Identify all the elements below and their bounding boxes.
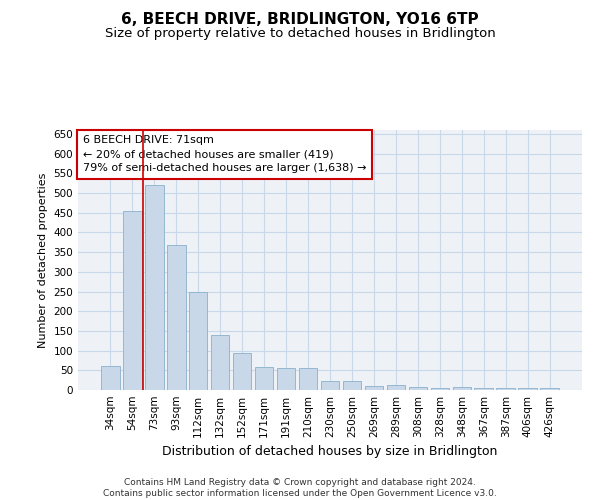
Text: 6 BEECH DRIVE: 71sqm
← 20% of detached houses are smaller (419)
79% of semi-deta: 6 BEECH DRIVE: 71sqm ← 20% of detached h… bbox=[83, 135, 367, 173]
Bar bbox=[101, 366, 119, 390]
Bar bbox=[475, 388, 493, 390]
Bar bbox=[167, 245, 185, 390]
Bar bbox=[452, 387, 471, 390]
Bar bbox=[541, 388, 559, 390]
Bar bbox=[255, 367, 274, 390]
Bar bbox=[365, 386, 383, 390]
Text: Contains HM Land Registry data © Crown copyright and database right 2024.
Contai: Contains HM Land Registry data © Crown c… bbox=[103, 478, 497, 498]
Bar bbox=[299, 368, 317, 390]
Bar bbox=[386, 386, 405, 390]
Bar bbox=[320, 380, 340, 390]
Text: 6, BEECH DRIVE, BRIDLINGTON, YO16 6TP: 6, BEECH DRIVE, BRIDLINGTON, YO16 6TP bbox=[121, 12, 479, 28]
Bar bbox=[409, 387, 427, 390]
Bar bbox=[518, 388, 537, 390]
X-axis label: Distribution of detached houses by size in Bridlington: Distribution of detached houses by size … bbox=[163, 446, 497, 458]
Bar bbox=[211, 335, 229, 390]
Bar bbox=[123, 211, 142, 390]
Bar bbox=[496, 388, 515, 390]
Bar bbox=[189, 292, 208, 390]
Bar bbox=[343, 381, 361, 390]
Bar bbox=[431, 388, 449, 390]
Y-axis label: Number of detached properties: Number of detached properties bbox=[38, 172, 48, 348]
Bar bbox=[233, 354, 251, 390]
Text: Size of property relative to detached houses in Bridlington: Size of property relative to detached ho… bbox=[104, 28, 496, 40]
Bar bbox=[277, 368, 295, 390]
Bar bbox=[145, 185, 164, 390]
